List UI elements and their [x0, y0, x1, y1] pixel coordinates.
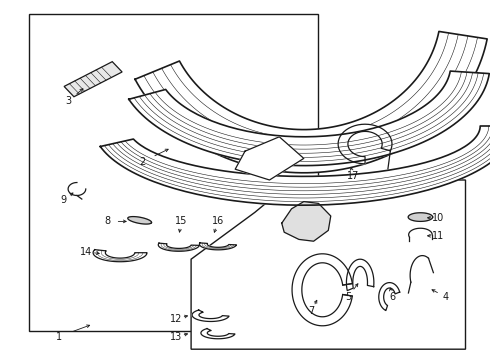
Text: 2: 2: [139, 157, 145, 167]
Polygon shape: [135, 31, 487, 173]
Polygon shape: [192, 310, 229, 321]
Polygon shape: [408, 213, 433, 221]
Text: 15: 15: [175, 216, 188, 226]
Polygon shape: [201, 329, 235, 339]
Text: 6: 6: [389, 292, 395, 302]
Text: 4: 4: [443, 292, 449, 302]
Text: 9: 9: [61, 195, 67, 205]
Polygon shape: [199, 243, 237, 250]
Text: 5: 5: [345, 292, 351, 302]
Text: 17: 17: [346, 171, 359, 181]
Polygon shape: [128, 217, 151, 224]
Polygon shape: [338, 124, 392, 164]
Text: 13: 13: [171, 332, 182, 342]
Text: 16: 16: [212, 216, 224, 226]
Polygon shape: [100, 126, 490, 205]
Polygon shape: [379, 283, 400, 311]
Text: 7: 7: [308, 306, 314, 316]
Polygon shape: [191, 180, 466, 349]
Text: 12: 12: [170, 314, 183, 324]
Polygon shape: [235, 137, 304, 180]
Text: 3: 3: [66, 96, 72, 106]
Text: 10: 10: [433, 213, 445, 223]
Polygon shape: [346, 259, 374, 291]
Polygon shape: [93, 249, 147, 262]
Text: 11: 11: [433, 231, 445, 241]
Polygon shape: [292, 254, 352, 326]
Polygon shape: [282, 202, 331, 241]
Polygon shape: [64, 62, 122, 97]
Polygon shape: [158, 243, 199, 251]
Text: 1: 1: [56, 332, 62, 342]
Bar: [29, 14, 318, 331]
Text: 14: 14: [79, 247, 92, 257]
Polygon shape: [129, 71, 490, 166]
Text: 8: 8: [105, 216, 111, 226]
